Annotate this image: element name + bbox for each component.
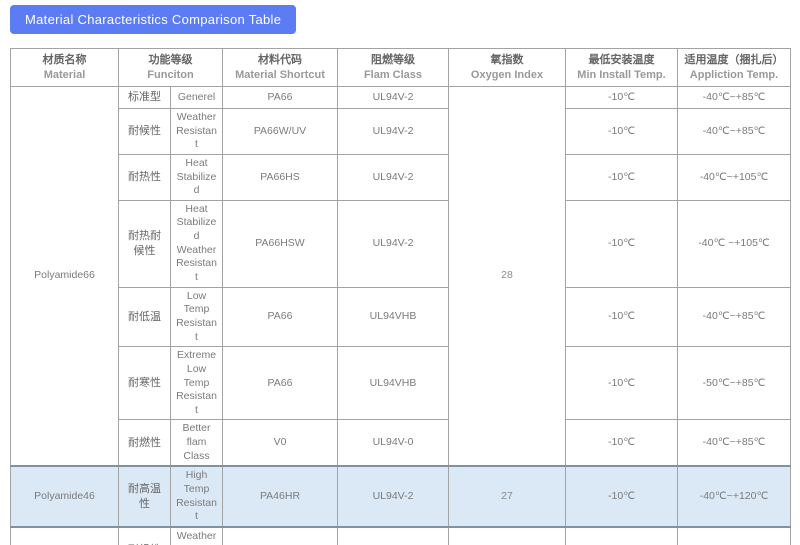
function-en-cell: Low Temp Resistant	[170, 286, 223, 348]
table-row-highlighted[interactable]: Polyamide46 耐高温性 High Temp Resistant PA4…	[10, 465, 791, 528]
header-shortcut-en: Material Shortcut	[235, 69, 325, 81]
header-flam-class-zh: 阻燃等级	[371, 53, 415, 66]
table-row[interactable]: 耐候性 Weather Resistant PA66W/UV UL94V-2 -…	[11, 108, 791, 155]
table-row[interactable]: 耐热耐候性 Heat Stabilized Weather Resistant …	[11, 199, 791, 288]
header-oxygen-index: 氧指数 Oxygen Index	[448, 48, 566, 87]
shortcut-cell: PA12W	[222, 526, 338, 545]
function-en-cell: Weather Resistant	[170, 526, 223, 545]
material-cell: Polyamide66	[10, 86, 119, 467]
table-row[interactable]: 耐寒性 Extreme Low Temp Resistant PA66 UL94…	[11, 346, 791, 421]
shortcut-cell: PA66HS	[222, 153, 338, 201]
min-install-cell: -10℃	[565, 526, 678, 545]
min-install-cell: -10℃	[565, 199, 678, 288]
flam-class-cell: UL94V-2	[337, 465, 449, 528]
header-row: 材质名称 Material 功能等级 Funciton 材料代码 Materia…	[10, 48, 791, 87]
function-en-cell: High Temp Resistant	[170, 465, 223, 528]
function-en-cell: Heat Stabilized	[170, 153, 223, 201]
app-temp-cell: -40℃~+105℃	[677, 153, 791, 201]
min-install-cell: -10℃	[565, 153, 678, 201]
table-row[interactable]: Polyamide12 耐候性 Weather Resistant PA12W …	[10, 526, 791, 545]
shortcut-cell: PA46HR	[222, 465, 338, 528]
header-app-temp-zh: 适用温度（捆扎后）	[684, 53, 784, 66]
app-temp-cell: -40℃~+85℃	[677, 419, 791, 467]
header-material: 材质名称 Material	[10, 48, 119, 87]
function-en-cell: Extreme Low Temp Resistant	[170, 346, 223, 421]
material-comparison-table: 材质名称 Material 功能等级 Funciton 材料代码 Materia…	[10, 48, 791, 545]
header-min-install-zh: 最低安装温度	[588, 53, 655, 66]
function-zh-cell: 耐热性	[118, 153, 171, 201]
function-en-cell: Better flam Class	[170, 419, 223, 467]
flam-class-cell: UL94V-2	[337, 199, 449, 288]
oxygen-index-cell: 20	[448, 526, 566, 545]
header-app-temp-en: Appliction Temp.	[689, 69, 779, 81]
function-en-cell: Generel	[170, 86, 223, 109]
table-row[interactable]: 耐低温 Low Temp Resistant PA66 UL94VHB -10℃…	[11, 286, 791, 348]
header-shortcut-zh: 材料代码	[258, 53, 302, 66]
page-title: Material Characteristics Comparison Tabl…	[10, 5, 297, 34]
function-en-cell: Heat Stabilized Weather Resistant	[170, 199, 223, 288]
header-min-install: 最低安装温度 Min Install Temp.	[565, 48, 678, 87]
header-material-zh: 材质名称	[42, 53, 87, 66]
function-zh-cell: 耐燃性	[118, 419, 171, 467]
min-install-cell: -10℃	[565, 346, 678, 421]
material-cell: Polyamide12	[10, 526, 119, 545]
min-install-cell: -10℃	[565, 108, 678, 155]
header-function-zh: 功能等级	[148, 53, 193, 66]
shortcut-cell: PA66HSW	[222, 199, 338, 288]
header-shortcut: 材料代码 Material Shortcut	[222, 48, 338, 87]
oxygen-index-cell: 28	[448, 86, 566, 467]
shortcut-cell: PA66	[222, 346, 338, 421]
shortcut-cell: PA66W/UV	[222, 108, 338, 155]
oxygen-index-cell: 27	[448, 465, 566, 528]
header-oxygen-index-zh: 氧指数	[490, 53, 524, 66]
material-cell: Polyamide46	[10, 465, 119, 528]
header-app-temp: 适用温度（捆扎后） Appliction Temp.	[677, 48, 791, 87]
header-flam-class: 阻燃等级 Flam Class	[337, 48, 449, 87]
function-zh-cell: 耐热耐候性	[118, 199, 171, 288]
header-function: 功能等级 Funciton	[118, 48, 223, 87]
flam-class-cell: UL94V-2	[337, 108, 449, 155]
header-material-en: Material	[43, 69, 86, 81]
app-temp-cell: -40℃ ~+105℃	[677, 199, 791, 288]
app-temp-cell: -40℃~+85℃	[677, 286, 791, 348]
header-flam-class-en: Flam Class	[363, 69, 423, 81]
min-install-cell: -10℃	[565, 86, 678, 109]
flam-class-cell: UL94VHB	[337, 346, 449, 421]
function-zh-cell: 耐寒性	[118, 346, 171, 421]
min-install-cell: -10℃	[565, 419, 678, 467]
function-zh-cell: 耐低温	[118, 286, 171, 348]
function-en-cell: Weather Resistant	[170, 108, 223, 155]
min-install-cell: -10℃	[565, 465, 678, 528]
app-temp-cell: -40℃~+85℃	[677, 108, 791, 155]
min-install-cell: -10℃	[565, 286, 678, 348]
table-row[interactable]: 耐热性 Heat Stabilized PA66HS UL94V-2 -10℃ …	[11, 153, 791, 201]
app-temp-cell: -40℃~+85℃	[677, 86, 791, 109]
function-zh-cell: 耐候性	[118, 108, 171, 155]
function-zh-cell: 标准型	[118, 86, 171, 109]
flam-class-cell: UL94V-2	[337, 86, 449, 109]
shortcut-cell: PA66	[222, 86, 338, 109]
shortcut-cell: PA66	[222, 286, 338, 348]
function-zh-cell: 耐高温性	[118, 465, 171, 528]
header-min-install-en: Min Install Temp.	[577, 69, 666, 81]
flam-class-cell: UL94VHB	[337, 286, 449, 348]
shortcut-cell: V0	[222, 419, 338, 467]
header-oxygen-index-en: Oxygen Index	[470, 69, 544, 81]
app-temp-cell: -40℃~+120℃	[677, 465, 791, 528]
header-function-en: Funciton	[147, 69, 194, 81]
function-zh-cell: 耐候性	[118, 526, 171, 545]
table-row[interactable]: Polyamide66 标准型 Generel PA66 UL94V-2 28 …	[10, 86, 791, 467]
app-temp-cell: -50℃~+85℃	[677, 346, 791, 421]
app-temp-cell: -40℃~+65℃	[677, 526, 791, 545]
table-row[interactable]: 耐燃性 Better flam Class V0 UL94V-0 -10℃ -4…	[11, 419, 791, 467]
flam-class-cell: UL94HB	[337, 526, 449, 545]
flam-class-cell: UL94V-2	[337, 153, 449, 201]
flam-class-cell: UL94V-0	[337, 419, 449, 467]
